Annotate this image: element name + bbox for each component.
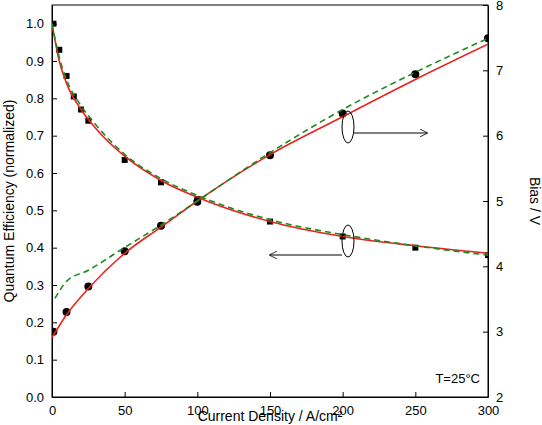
callout-arrow xyxy=(354,133,427,134)
tick-mark xyxy=(52,61,57,62)
tick: 0.5 xyxy=(26,203,57,218)
tick-label: 50 xyxy=(118,403,132,418)
tick-label: 2 xyxy=(496,390,503,405)
tick: 0.1 xyxy=(26,352,57,367)
tick-mark xyxy=(52,173,57,174)
fit-line xyxy=(52,24,488,255)
fit-line xyxy=(55,38,488,298)
callout-ellipse xyxy=(342,225,354,257)
tick-mark xyxy=(52,322,57,323)
y2-axis: 2 3 4 5 6 7 8 xyxy=(483,0,503,405)
tick: 0.9 xyxy=(26,54,57,69)
callouts xyxy=(270,111,427,257)
tick-mark xyxy=(483,397,488,398)
tick-mark xyxy=(483,70,488,71)
tick-mark xyxy=(125,392,126,397)
tick-label: 7 xyxy=(496,63,503,78)
tick-mark xyxy=(483,201,488,202)
tick: 50 xyxy=(118,392,132,418)
tick: 2 xyxy=(483,390,503,405)
tick-label: 0.8 xyxy=(26,91,44,106)
fit-line xyxy=(52,24,488,254)
tick: 0.0 xyxy=(26,390,57,405)
tick-label: 5 xyxy=(496,194,503,209)
tick-label: 1.0 xyxy=(26,16,44,31)
tick-label: 250 xyxy=(405,403,427,418)
tick: 250 xyxy=(405,392,427,418)
y2-axis-title: Bias / V xyxy=(527,177,542,226)
tick-mark xyxy=(52,98,57,99)
marks xyxy=(52,21,488,338)
y-axis-title: Quantum Efficiency (normalized) xyxy=(1,100,17,303)
tick: 4 xyxy=(483,259,503,274)
tick: 5 xyxy=(483,194,503,209)
tick-label: 8 xyxy=(496,0,503,13)
tick-label: 6 xyxy=(496,128,503,143)
tick-label: 0.2 xyxy=(26,315,44,330)
annotation: T=25°C xyxy=(435,371,480,386)
tick: 0.4 xyxy=(26,240,57,255)
tick-label: 0.4 xyxy=(26,240,44,255)
tick: 0.3 xyxy=(26,278,57,293)
tick: 0.6 xyxy=(26,166,57,181)
tick-mark xyxy=(343,392,344,397)
axis-line xyxy=(488,6,489,398)
axis-line xyxy=(53,397,489,398)
tick-mark xyxy=(52,397,57,398)
tick-mark xyxy=(52,360,57,361)
x-axis-title: Current Density / A/cm² xyxy=(198,408,343,424)
tick-mark xyxy=(415,392,416,397)
tick-label: 4 xyxy=(496,259,503,274)
tick-mark xyxy=(483,5,488,6)
tick: 8 xyxy=(483,0,503,13)
tick: 0.7 xyxy=(26,128,57,143)
tick: 7 xyxy=(483,63,503,78)
tick-mark xyxy=(52,136,57,137)
tick: 6 xyxy=(483,128,503,143)
tick-label: 0 xyxy=(49,403,56,418)
y-axis: 0.0 0.1 0.2 0.3 0.4 0.5 0.6 0.7 0.8 0.9 1.0 xyxy=(26,6,57,405)
fit-line xyxy=(52,44,488,337)
callout-ellipse xyxy=(342,111,354,143)
tick: 3 xyxy=(483,324,503,339)
tick-mark xyxy=(483,332,488,333)
tick-label: 0.5 xyxy=(26,203,44,218)
tick-label: 0.1 xyxy=(26,352,44,367)
tick-mark xyxy=(483,266,488,267)
chart: 0501001502002503000.00.10.20.30.40.50.60… xyxy=(0,0,542,425)
tick: 0.2 xyxy=(26,315,57,330)
tick: 0.8 xyxy=(26,91,57,106)
callout-arrow xyxy=(270,255,342,256)
plot-frame xyxy=(52,5,488,397)
tick-mark xyxy=(52,210,57,211)
tick-label: 0.7 xyxy=(26,128,44,143)
plot: 0501001502002503000.00.10.20.30.40.50.60… xyxy=(26,0,503,418)
tick-label: 0.9 xyxy=(26,54,44,69)
tick-label: 300 xyxy=(478,403,500,418)
tick-label: 0.0 xyxy=(26,390,44,405)
tick-mark xyxy=(52,248,57,249)
tick-mark xyxy=(52,285,57,286)
tick-mark xyxy=(483,136,488,137)
tick-mark xyxy=(270,392,271,397)
circle-point xyxy=(484,34,488,42)
tick-label: 0.3 xyxy=(26,278,44,293)
tick-label: 3 xyxy=(496,324,503,339)
axis-line xyxy=(52,6,53,398)
tick-mark xyxy=(197,392,198,397)
tick-label: 0.6 xyxy=(26,166,44,181)
